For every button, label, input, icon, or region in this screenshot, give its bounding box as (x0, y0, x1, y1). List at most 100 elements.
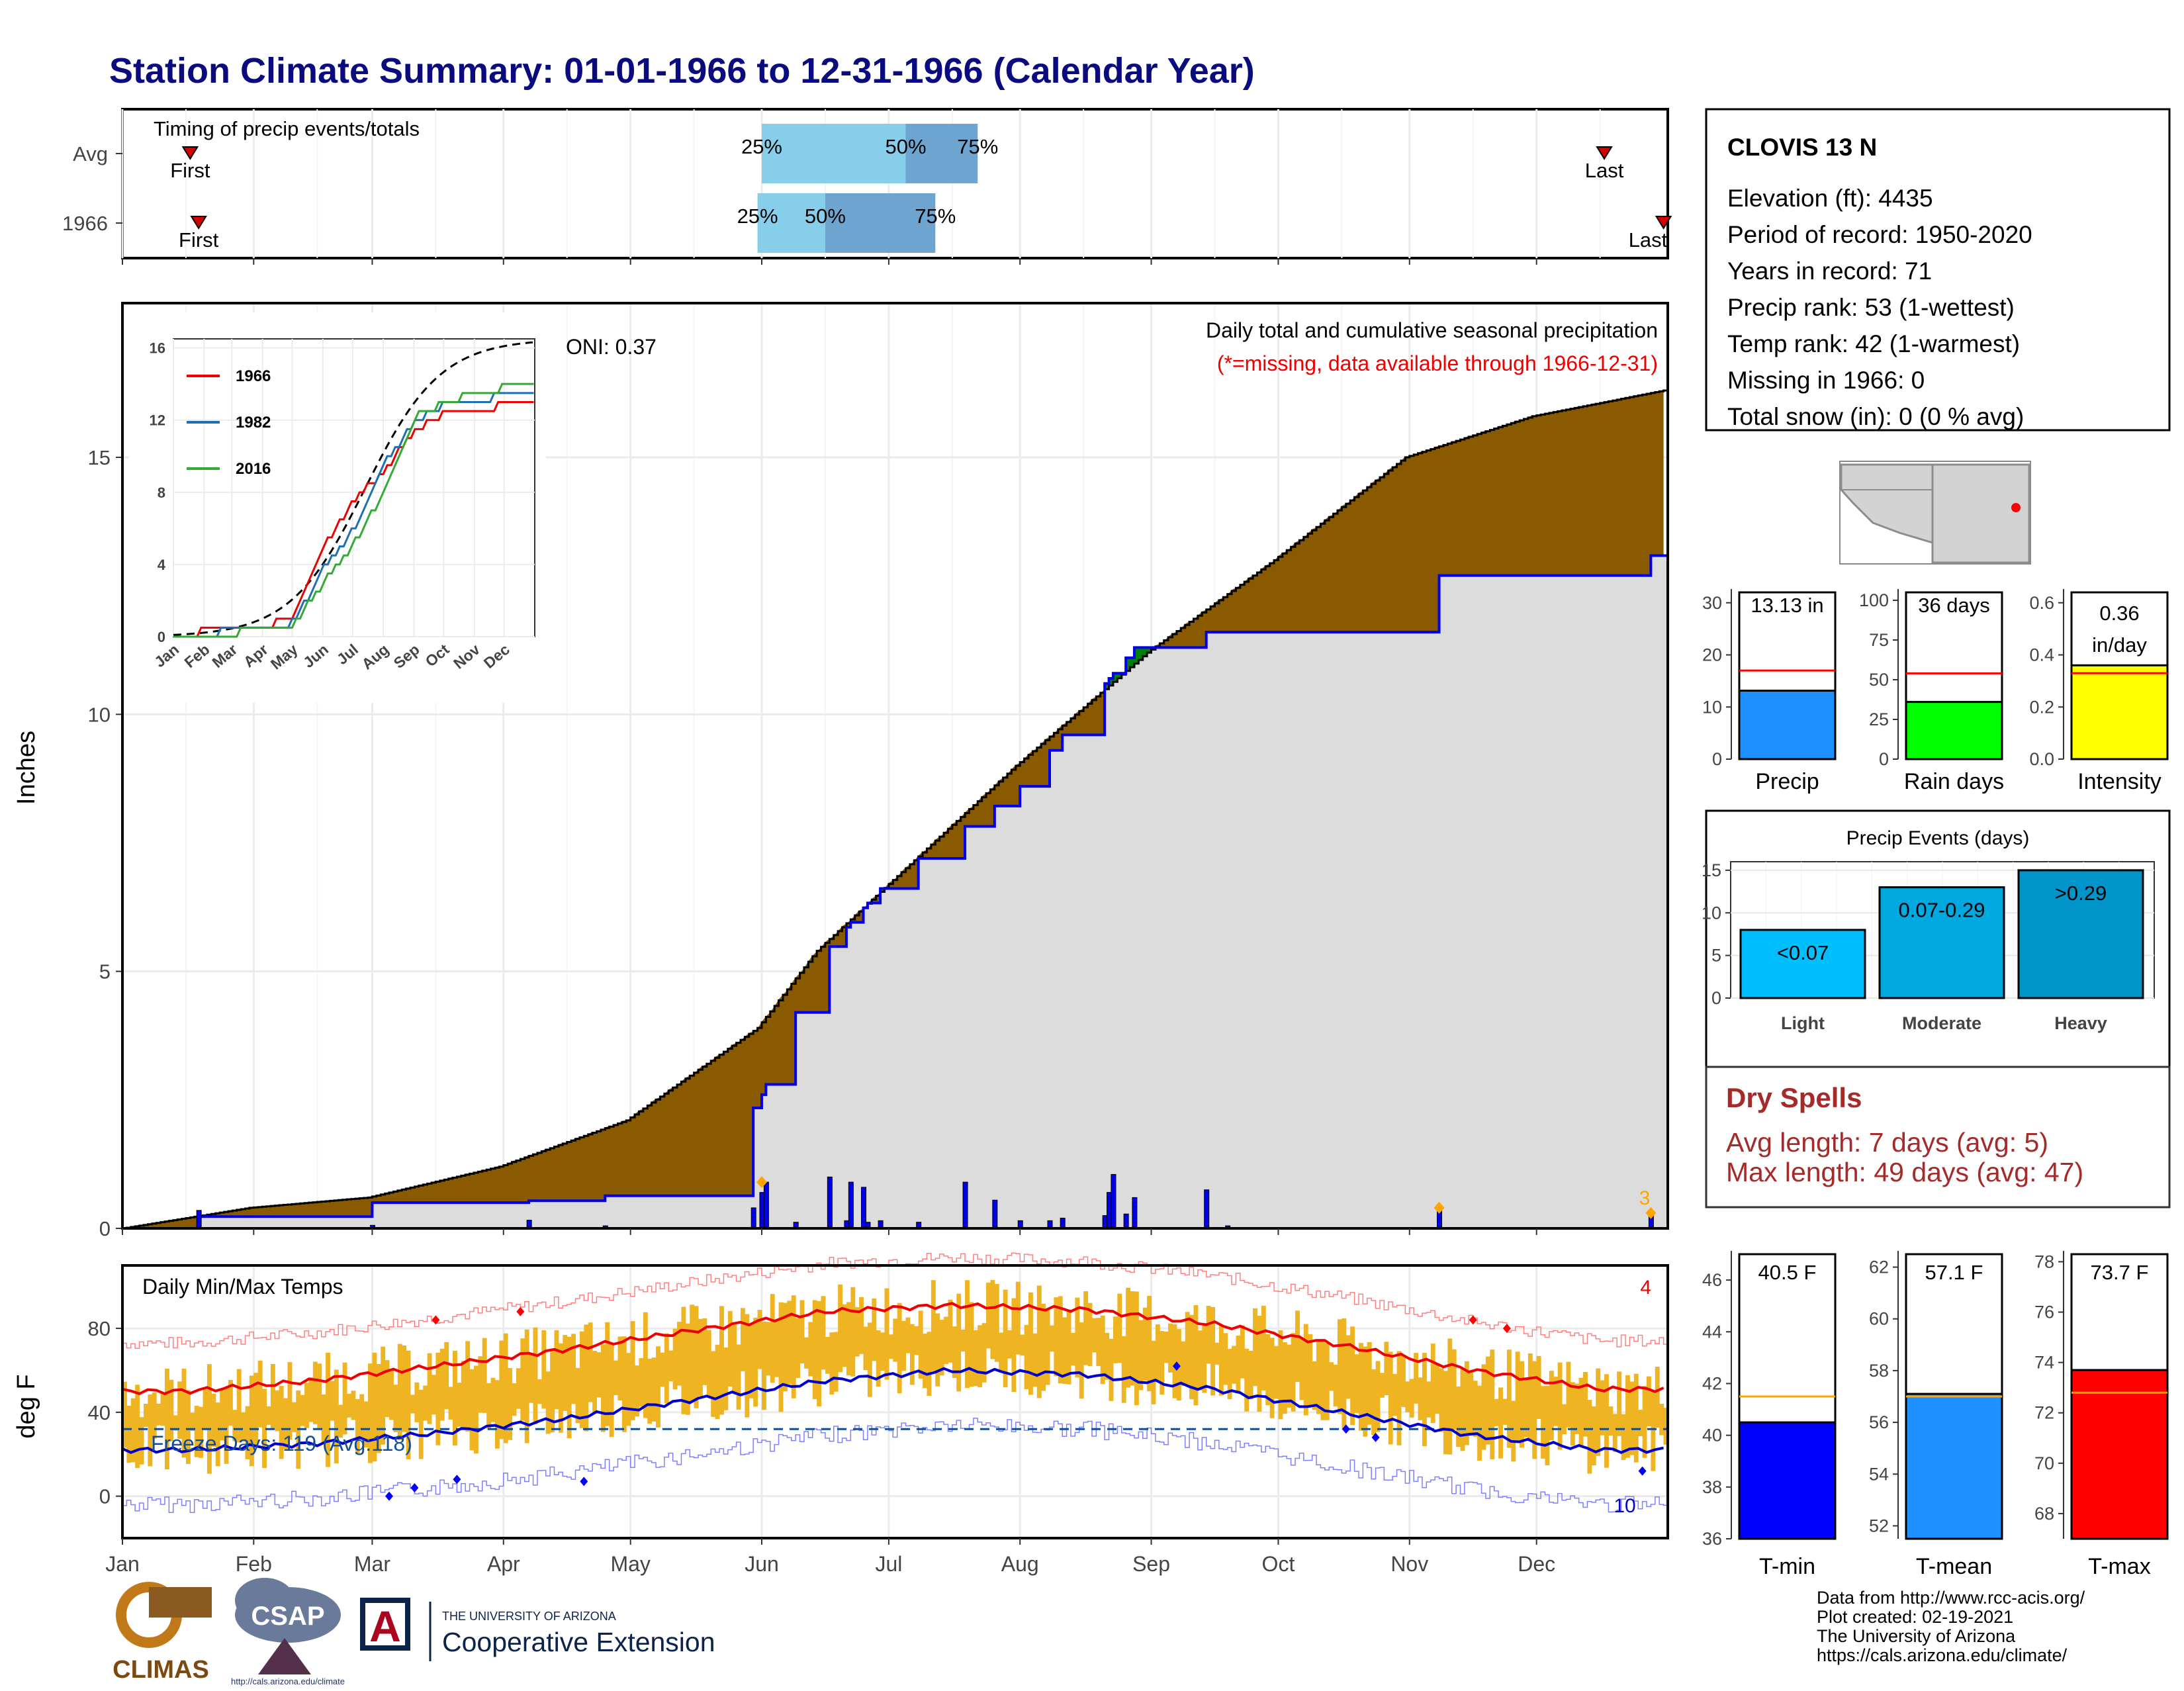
daily-temp-bar (909, 1324, 915, 1385)
daily-temp-bar (761, 1321, 766, 1410)
daily-temp-bar (1020, 1334, 1025, 1356)
daily-temp-bar (736, 1344, 741, 1410)
event-bar-label: <0.07 (1777, 941, 1829, 964)
record-low-marker (1371, 1432, 1380, 1442)
event-bar-label: >0.29 (2055, 882, 2107, 905)
daily-temp-bar (300, 1394, 305, 1426)
daily-temp-bar (516, 1368, 521, 1409)
mini-ytick-label: 20 (1702, 645, 1722, 665)
csap-logo: CSAP http://cals.arizona.edu/climate (231, 1578, 345, 1686)
footer-info: Data from http://www.rcc-acis.org/ Plot … (1817, 1588, 2085, 1665)
daily-temp-bar (690, 1304, 695, 1402)
missing-data-marker (756, 1176, 767, 1189)
daily-temp-bar (799, 1300, 805, 1363)
daily-temp-bar (228, 1380, 233, 1426)
events-ytick-label: 0 (1711, 988, 1721, 1008)
daily-temp-bar (393, 1385, 398, 1432)
dry-spells-avg: Avg length: 7 days (avg: 5) (1726, 1127, 2048, 1158)
ua-logo-letter: A (369, 1602, 401, 1651)
daily-temp-bar (1011, 1298, 1017, 1393)
daily-temp-bar (1185, 1312, 1190, 1386)
precip-corner-count: 3 (1639, 1187, 1651, 1209)
daily-temp-bar (600, 1344, 606, 1432)
temp-summary-t-max: 68 70 72 74 76 78 73.7 F T-max (2034, 1251, 2169, 1579)
month-label: Nov (1390, 1552, 1428, 1576)
daily-temp-bar (605, 1322, 610, 1426)
event-bar-label: 0.07-0.29 (1899, 899, 1985, 922)
daily-temp-bar (1168, 1323, 1173, 1373)
mini-ytick-label: 75 (1869, 630, 1889, 650)
daily-temp-bar (1197, 1330, 1203, 1391)
daily-temp-bar (435, 1352, 441, 1445)
precip-ytick-label: 15 (88, 446, 111, 469)
daily-temp-bar (999, 1332, 1004, 1373)
inset-ytick-label: 4 (158, 557, 166, 573)
daily-precip-bar (1132, 1197, 1138, 1229)
daily-temp-bar (389, 1369, 394, 1420)
daily-temp-bar (986, 1282, 991, 1349)
daily-temp-bar (579, 1331, 584, 1428)
daily-temp-bar (778, 1302, 784, 1412)
daily-temp-bar (1333, 1364, 1338, 1407)
daily-temp-bar (203, 1389, 208, 1429)
daily-temp-bar (1287, 1344, 1292, 1408)
daily-temp-bar (215, 1402, 220, 1467)
daily-temp-bar (1160, 1331, 1165, 1395)
temp-summary-value-label: 57.1 F (1925, 1261, 1983, 1284)
daily-temp-bar (1155, 1324, 1160, 1383)
daily-temp-bar (486, 1383, 492, 1430)
daily-temp-bar (1003, 1289, 1008, 1388)
daily-temp-bar (1354, 1354, 1359, 1413)
timing-p50-label: 50% (885, 135, 926, 158)
daily-temp-bar (206, 1364, 212, 1474)
daily-temp-bar (1469, 1372, 1474, 1435)
mini-value-bar (2070, 664, 2169, 760)
daily-temp-bar (190, 1412, 195, 1432)
temp-count-top: 4 (1640, 1277, 1651, 1299)
daily-temp-bar (410, 1394, 415, 1414)
daily-temp-bar (122, 1381, 127, 1448)
daily-temp-bar (575, 1367, 580, 1424)
daily-temp-bar (782, 1303, 788, 1392)
daily-temp-bar (1075, 1297, 1080, 1378)
record-high-line (122, 1252, 1668, 1349)
daily-temp-bar (1274, 1346, 1279, 1399)
daily-temp-bar (1054, 1297, 1059, 1377)
timing-p75-label: 75% (957, 135, 998, 158)
daily-temp-bar (1520, 1361, 1524, 1448)
daily-temp-bar (1629, 1381, 1635, 1455)
daily-temp-bar (444, 1342, 449, 1410)
daily-temp-bar (1083, 1291, 1089, 1365)
daily-temp-bar (1443, 1371, 1448, 1455)
mini-value-label: 36 days (1918, 594, 1990, 617)
daily-temp-bar (139, 1417, 144, 1465)
record-low-marker (1342, 1424, 1350, 1434)
first-event-marker (181, 146, 199, 160)
mini-value-bar (1905, 701, 2003, 760)
daily-temp-bar (1375, 1361, 1381, 1432)
daily-temp-bar (1032, 1333, 1038, 1387)
daily-temp-bar (1338, 1319, 1342, 1414)
daily-temp-bar (1506, 1349, 1512, 1448)
daily-temp-bar (1320, 1340, 1326, 1420)
daily-temp-bar (821, 1296, 826, 1370)
daily-temp-bar (1299, 1337, 1304, 1400)
daily-precip-bar (962, 1181, 968, 1229)
daily-temp-bar (791, 1295, 796, 1398)
daily-temp-bar (1244, 1348, 1250, 1412)
station-missing: Missing in 1966: 0 (1727, 367, 1925, 394)
daily-temp-bar (1265, 1334, 1271, 1406)
cumulative-1966-line (122, 554, 1668, 1230)
temp-ytick-label: 40 (88, 1401, 111, 1424)
daily-temp-bar (846, 1302, 851, 1376)
daily-temp-bar (850, 1287, 856, 1377)
daily-temp-bar (681, 1306, 686, 1414)
daily-temp-bar (275, 1390, 280, 1432)
daily-temp-bar (1345, 1335, 1351, 1399)
station-period: Period of record: 1950-2020 (1727, 221, 2032, 248)
daily-temp-bar (567, 1336, 572, 1439)
daily-temp-bar (1130, 1291, 1135, 1386)
daily-temp-bar (478, 1356, 483, 1413)
first-event-label: First (179, 228, 219, 251)
daily-temp-bar (397, 1344, 402, 1440)
